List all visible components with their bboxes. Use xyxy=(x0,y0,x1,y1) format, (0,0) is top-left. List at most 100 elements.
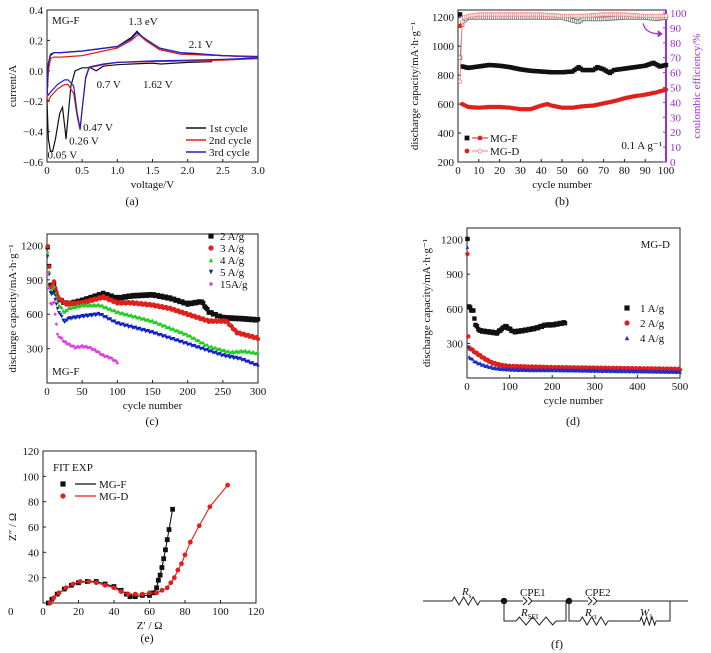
data-point xyxy=(45,271,50,276)
data-point xyxy=(624,320,630,326)
data-point xyxy=(104,305,109,309)
legend-label: 4 A/g xyxy=(640,333,665,345)
panel-caption-e: (e) xyxy=(140,631,153,645)
data-point xyxy=(54,302,59,307)
data-point xyxy=(256,364,260,369)
y-tick-label: 300 xyxy=(27,344,44,356)
x-tick-label: 60 xyxy=(577,165,589,177)
data-point xyxy=(176,338,180,342)
arrow-head-icon xyxy=(657,30,663,38)
data-point xyxy=(80,343,84,348)
data-point xyxy=(159,321,163,326)
data-point xyxy=(46,264,52,269)
data-point xyxy=(167,335,172,340)
data-point xyxy=(255,317,261,322)
data-point xyxy=(150,330,155,334)
y-tick-label: 1200 xyxy=(21,240,44,252)
data-point xyxy=(115,361,120,365)
y2-tick-label: 80 xyxy=(670,38,682,50)
data-point xyxy=(171,326,176,331)
x-axis-label: cycle number xyxy=(123,400,183,412)
data-point xyxy=(208,281,214,287)
data-point xyxy=(139,591,145,597)
legend-label: 5 A/g xyxy=(220,267,245,279)
x-axis-label: cycle number xyxy=(544,395,604,407)
y-tick-label: 120 xyxy=(23,446,40,458)
data-point xyxy=(201,346,205,351)
data-point xyxy=(471,308,476,313)
y2-tick-label: 50 xyxy=(670,82,682,94)
data-point xyxy=(154,590,160,596)
data-point xyxy=(182,552,188,558)
data-point xyxy=(218,352,222,356)
data-point xyxy=(133,314,138,318)
data-point xyxy=(214,350,218,355)
x-tick-label: 30 xyxy=(515,165,527,177)
data-point xyxy=(465,251,470,257)
data-point xyxy=(205,347,210,352)
x-tick-label: 300 xyxy=(250,386,267,398)
y-axis-label: discharge capacity/mA·h·g⁻¹ xyxy=(421,239,433,367)
wire xyxy=(656,601,671,622)
y-tick-label: 600 xyxy=(27,309,44,321)
data-point xyxy=(154,331,159,336)
data-point xyxy=(164,585,170,591)
x-tick-label: 200 xyxy=(544,381,561,393)
data-point xyxy=(624,305,630,311)
data-point xyxy=(60,493,66,499)
data-point xyxy=(457,23,463,29)
chart-d: 0 100 200 300 400 500 300 600 900 1200 cycle numbe… xyxy=(421,227,689,407)
data-point xyxy=(188,333,193,338)
legend-label: 3 A/g xyxy=(220,243,245,255)
panel-caption-f: (f) xyxy=(551,637,563,651)
data-point xyxy=(54,322,59,326)
x-axis-label: cycle number xyxy=(532,179,592,191)
data-point xyxy=(196,523,202,529)
data-point xyxy=(118,589,124,594)
y2-tick-label: 90 xyxy=(670,23,682,35)
data-point xyxy=(45,254,50,259)
data-point xyxy=(52,284,56,288)
x-tick-label: 40 xyxy=(536,165,548,177)
data-point xyxy=(100,303,105,308)
data-point xyxy=(208,233,214,239)
y-tick-label: 0.0 xyxy=(29,66,43,78)
data-point xyxy=(71,344,76,348)
x-tick-label: 2.0 xyxy=(181,165,195,177)
data-point xyxy=(201,340,205,345)
data-point xyxy=(59,314,64,319)
y-tick-label: 900 xyxy=(27,275,44,287)
legend-label: 1st cycle xyxy=(209,123,248,135)
data-point xyxy=(168,580,174,586)
data-point xyxy=(157,572,163,578)
legend-label: 15A/g xyxy=(220,279,248,291)
chart-b: 0 10 20 30 40 50 60 70 80 90 100200400600800100012… xyxy=(409,8,703,191)
x-tick-label: 100 xyxy=(658,165,675,177)
x-tick-label: 0 xyxy=(40,606,46,618)
y2-tick-label: 10 xyxy=(670,142,682,154)
data-point xyxy=(167,325,172,329)
panel-label: MG-D xyxy=(641,239,670,251)
data-point xyxy=(45,243,50,249)
x-tick-label: 80 xyxy=(180,606,192,618)
data-point xyxy=(166,527,172,532)
data-point xyxy=(209,344,214,349)
data-point xyxy=(464,135,470,141)
y-tick-label: 60 xyxy=(28,522,40,534)
y-tick-label: 0.4 xyxy=(29,5,43,17)
data-point xyxy=(159,332,163,337)
data-point xyxy=(65,308,69,313)
y-tick-label: 1000 xyxy=(432,41,455,53)
peak-annotation: 2.1 V xyxy=(189,39,213,51)
data-point xyxy=(108,306,113,311)
x-tick-label: 250 xyxy=(215,386,232,398)
y-tick-label: −0.4 xyxy=(23,127,43,139)
data-point xyxy=(47,600,53,606)
data-point xyxy=(218,346,222,351)
y-tick-label: 40 xyxy=(28,547,40,559)
legend-label: 1 A/g xyxy=(640,303,665,315)
data-point xyxy=(663,62,669,68)
data-point xyxy=(51,286,55,291)
x-tick-label: 2.5 xyxy=(216,165,230,177)
x-tick-label: 100 xyxy=(212,606,229,618)
